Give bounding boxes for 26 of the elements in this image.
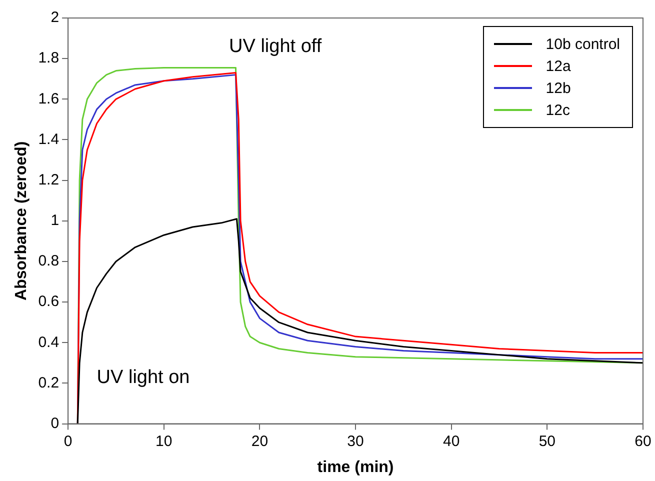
x-axis-title: time (min) (317, 458, 394, 476)
y-tick-label: 0 (50, 414, 60, 432)
y-tick-label: 1 (50, 212, 60, 230)
x-tick-label: 30 (347, 432, 364, 450)
y-tick-label: 0.6 (38, 293, 60, 310)
legend-label: 12c (546, 102, 570, 118)
y-tick-label: 1.4 (38, 130, 60, 148)
x-tick-label: 40 (443, 432, 460, 450)
y-tick-label: 1.8 (38, 50, 60, 67)
annotation: UV light on (96, 366, 190, 389)
annotation: UV light off (229, 36, 322, 58)
y-tick-label: 0.8 (38, 252, 60, 270)
y-tick-label: 2 (50, 9, 60, 26)
y-axis-title: Absorbance (zeroed) (13, 141, 30, 300)
y-tick-label: 0.4 (38, 334, 60, 351)
legend-label: 12b (546, 80, 571, 96)
y-tick-label: 1.2 (38, 171, 60, 188)
y-tick-label: 1.6 (38, 90, 60, 108)
legend-label: 12a (546, 58, 571, 74)
legend-label: 10b control (546, 36, 620, 52)
y-tick-label: 0.2 (38, 374, 60, 392)
x-tick-label: 10 (156, 432, 172, 450)
x-tick-label: 0 (64, 432, 72, 450)
x-tick-label: 20 (251, 432, 268, 450)
x-tick-label: 50 (538, 432, 556, 450)
x-tick-label: 60 (634, 432, 652, 450)
